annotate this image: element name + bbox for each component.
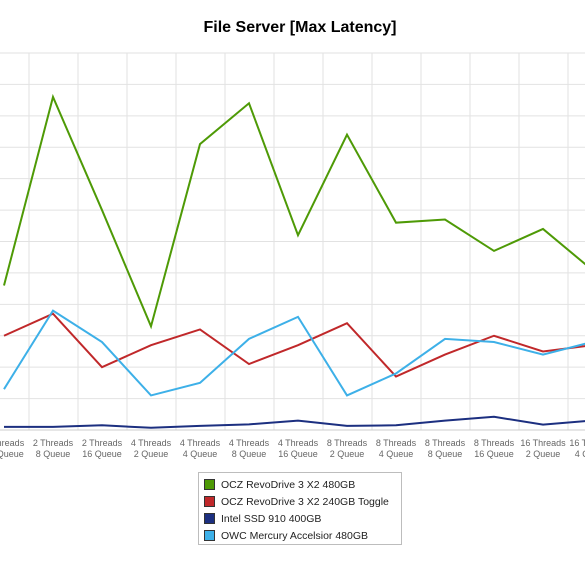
legend-label: Intel SSD 910 400GB bbox=[221, 512, 322, 525]
legend-item: OWC Mercury Accelsior 480GB bbox=[204, 527, 401, 544]
x-tick-label: 4 Threads 16 Queue bbox=[278, 438, 319, 459]
legend-item: Intel SSD 910 400GB bbox=[204, 510, 401, 527]
x-tick-label: 2 Threads 8 Queue bbox=[33, 438, 74, 459]
legend-swatch bbox=[204, 513, 215, 524]
legend-label: OCZ RevoDrive 3 X2 480GB bbox=[221, 478, 356, 491]
legend-item: OCZ RevoDrive 3 X2 480GB bbox=[204, 476, 401, 493]
x-tick-label: 4 Threads 2 Queue bbox=[131, 438, 172, 459]
x-tick-label: 8 Threads 4 Queue bbox=[376, 438, 417, 459]
series-line-1 bbox=[3, 93, 585, 330]
x-tick-label: 8 Threads 16 Queue bbox=[474, 438, 515, 459]
series-line-3 bbox=[4, 415, 585, 429]
series-line-4 bbox=[3, 309, 585, 397]
x-tick-label: 4 Threads 8 Queue bbox=[229, 438, 270, 459]
x-tick-label: 2 Threads 16 Queue bbox=[82, 438, 123, 459]
x-tick-label: 8 Threads 2 Queue bbox=[327, 438, 368, 459]
legend-swatch bbox=[204, 496, 215, 507]
legend-swatch bbox=[204, 479, 215, 490]
legend-swatch bbox=[204, 530, 215, 541]
legend-item: OCZ RevoDrive 3 X2 240GB Toggle bbox=[204, 493, 401, 510]
x-tick-label: 4 Threads 4 Queue bbox=[180, 438, 221, 459]
chart-legend: OCZ RevoDrive 3 X2 480GB OCZ RevoDrive 3 … bbox=[198, 472, 402, 545]
x-tick-label: 8 Threads 8 Queue bbox=[425, 438, 466, 459]
series-line-2 bbox=[3, 312, 585, 378]
x-tick-label: 16 Threads 2 Queue bbox=[520, 438, 566, 459]
legend-label: OWC Mercury Accelsior 480GB bbox=[221, 529, 369, 542]
legend-label: OCZ RevoDrive 3 X2 240GB Toggle bbox=[221, 495, 389, 508]
chart-title: File Server [Max Latency] bbox=[203, 19, 397, 36]
